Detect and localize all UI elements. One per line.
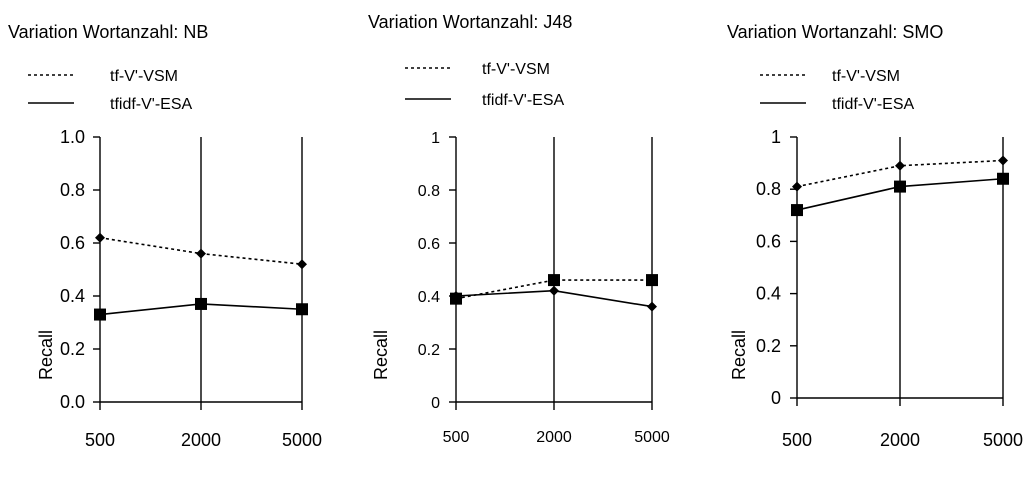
data-point bbox=[196, 248, 206, 259]
data-point bbox=[894, 180, 906, 193]
legend-label-1: tf-V'-VSM bbox=[832, 68, 900, 85]
y-tick-label: 0.4 bbox=[756, 284, 781, 304]
legend-label-1: tf-V'-VSM bbox=[110, 68, 178, 85]
y-tick-label: 0.4 bbox=[60, 286, 85, 306]
y-tick-label: 0.6 bbox=[756, 231, 781, 251]
x-tick-label: 500 bbox=[443, 429, 470, 446]
x-tick-label: 500 bbox=[85, 430, 115, 450]
y-axis-label: Recall bbox=[729, 330, 749, 380]
data-point bbox=[791, 204, 803, 217]
legend-label-1: tf-V'-VSM bbox=[482, 61, 550, 78]
y-axis-label: Recall bbox=[36, 330, 56, 380]
data-point bbox=[646, 274, 658, 287]
chart-panel-3: Variation Wortanzahl: SMO tf-V'-VSM tfidf-… bbox=[727, 22, 1023, 450]
data-point bbox=[997, 172, 1009, 185]
data-point bbox=[297, 259, 307, 270]
y-tick-label: 0 bbox=[431, 395, 440, 412]
x-tick-label: 5000 bbox=[634, 429, 670, 446]
data-point bbox=[792, 181, 802, 192]
data-point bbox=[548, 274, 560, 287]
x-tick-label: 5000 bbox=[983, 430, 1023, 450]
y-tick-label: 0.6 bbox=[418, 236, 440, 253]
y-tick-label: 1 bbox=[771, 127, 781, 147]
data-point bbox=[94, 308, 106, 321]
chart-title: Variation Wortanzahl: NB bbox=[8, 22, 208, 42]
x-tick-label: 2000 bbox=[181, 430, 221, 450]
legend-label-2: tfidf-V'-ESA bbox=[110, 96, 193, 113]
y-tick-label: 0.8 bbox=[418, 183, 440, 200]
y-tick-label: 1 bbox=[431, 130, 440, 147]
y-tick-label: 0.2 bbox=[418, 342, 440, 359]
y-tick-label: 1.0 bbox=[60, 127, 85, 147]
data-point bbox=[647, 301, 657, 312]
y-tick-label: 0.2 bbox=[756, 336, 781, 356]
x-tick-label: 500 bbox=[782, 430, 812, 450]
data-point bbox=[451, 291, 461, 301]
y-tick-label: 0.4 bbox=[418, 289, 440, 306]
data-point bbox=[95, 232, 105, 243]
chart-title: Variation Wortanzahl: SMO bbox=[727, 22, 943, 42]
chart-panel-1: Variation Wortanzahl: NB tf-V'-VSM tfidf-V… bbox=[8, 22, 322, 450]
y-tick-label: 0.8 bbox=[756, 179, 781, 199]
x-tick-label: 2000 bbox=[536, 429, 572, 446]
legend-label-2: tfidf-V'-ESA bbox=[832, 96, 915, 113]
y-tick-label: 0.8 bbox=[60, 180, 85, 200]
y-tick-label: 0.2 bbox=[60, 339, 85, 359]
x-tick-label: 5000 bbox=[282, 430, 322, 450]
x-tick-label: 2000 bbox=[880, 430, 920, 450]
y-axis-label: Recall bbox=[371, 330, 391, 380]
chart-panel-2: Variation Wortanzahl: J48 tf-V'-VSM tfidf-… bbox=[368, 12, 670, 446]
data-point bbox=[998, 155, 1008, 166]
legend-label-2: tfidf-V'-ESA bbox=[482, 92, 565, 109]
chart-title: Variation Wortanzahl: J48 bbox=[368, 12, 572, 32]
y-tick-label: 0.0 bbox=[60, 392, 85, 412]
data-point bbox=[296, 303, 308, 316]
y-tick-label: 0.6 bbox=[60, 233, 85, 253]
y-tick-label: 0 bbox=[771, 388, 781, 408]
data-point bbox=[195, 297, 207, 310]
data-point bbox=[549, 285, 559, 296]
data-point bbox=[895, 160, 905, 171]
